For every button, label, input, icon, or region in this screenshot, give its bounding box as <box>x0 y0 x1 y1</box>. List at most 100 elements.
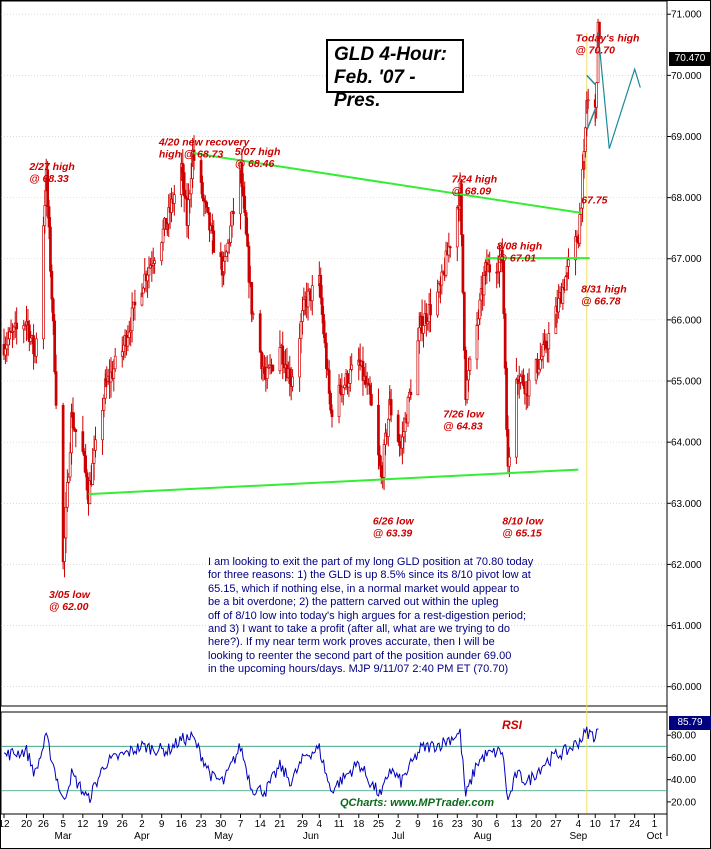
price-annotation: @ 63.39 <box>373 528 413 540</box>
price-annotation: 8/31 high <box>581 283 627 295</box>
price-bar-body <box>229 225 232 243</box>
rsi-tick-label: 40.00 <box>671 775 696 786</box>
pattern-line <box>586 74 596 86</box>
price-bar-body <box>206 207 210 214</box>
price-annotation: @ 68.33 <box>29 173 69 185</box>
price-bar-body <box>402 431 406 438</box>
price-bar-body <box>212 230 216 253</box>
x-tick-label: 24 <box>629 819 641 830</box>
x-tick-label: 10 <box>590 819 602 830</box>
comment-line: looking to reenter the second part of th… <box>208 649 512 662</box>
x-tick-label: 23 <box>452 819 464 830</box>
price-bar-body <box>64 506 68 539</box>
price-bar-body <box>322 314 325 335</box>
price-bar-body <box>201 182 204 199</box>
price-tick-label: 70.000 <box>671 71 702 82</box>
x-tick-label: 4 <box>317 819 323 830</box>
price-tick-label: 64.000 <box>671 438 702 449</box>
rsi-tick-label: 20.00 <box>671 797 696 808</box>
price-bar-body <box>567 259 570 267</box>
price-annotation: 67.75 <box>581 195 607 207</box>
price-bar-body <box>575 236 579 243</box>
price-bar-body <box>578 213 582 244</box>
price-bar-body <box>401 436 404 449</box>
price-bar-body <box>302 299 306 311</box>
price-bar-body <box>112 368 116 379</box>
price-bar-body <box>223 256 227 262</box>
price-bar-body <box>6 338 10 346</box>
price-bar-body <box>444 250 448 276</box>
x-tick-label: 17 <box>609 819 621 830</box>
price-bar-body <box>8 331 11 340</box>
price-bar-body <box>406 396 410 424</box>
price-bar-body <box>35 338 38 357</box>
price-bar-body <box>505 367 508 430</box>
price-bar-body <box>325 342 328 370</box>
price-bar-body <box>403 418 407 432</box>
price-tick-label: 62.000 <box>671 560 702 571</box>
price-bar-body <box>91 462 95 485</box>
price-bar-body <box>205 201 209 208</box>
price-bar-body <box>187 199 190 226</box>
chart-title-box: GLD 4-Hour: Feb. '07 -Pres. <box>326 39 464 111</box>
x-tick-label: 11 <box>334 819 345 830</box>
price-bar-body <box>522 374 525 386</box>
price-bar-body <box>468 358 472 371</box>
price-bar-body <box>68 452 72 478</box>
price-bar-body <box>133 301 137 306</box>
price-bar-body <box>50 270 54 300</box>
price-bar-body <box>527 379 531 397</box>
price-bar-body <box>160 242 164 262</box>
price-annotation: Today's high <box>576 33 640 45</box>
x-month-label: May <box>214 831 233 842</box>
price-bar-body <box>126 337 130 347</box>
price-bar-body <box>581 168 584 209</box>
price-bar-body <box>519 375 522 383</box>
x-tick-label: 12 <box>0 819 10 830</box>
price-bar-body <box>199 160 203 183</box>
x-tick-label: 6 <box>494 819 500 830</box>
x-tick-label: 13 <box>511 819 523 830</box>
x-tick-label: 26 <box>117 819 129 830</box>
price-bar-body <box>288 368 292 384</box>
price-annotation: 2/27 high <box>28 161 75 173</box>
price-bar-body <box>92 449 96 464</box>
price-annotation: @ 66.78 <box>581 295 621 307</box>
price-bar-body <box>396 414 400 442</box>
pattern-line <box>586 108 596 131</box>
price-bar-body <box>382 444 386 478</box>
rsi-tick-label: 80.00 <box>671 731 696 742</box>
price-annotation: high @ 68.73 <box>159 149 224 161</box>
last-price-badge: 70.470 <box>669 52 711 66</box>
x-tick-label: 16 <box>432 819 444 830</box>
price-annotation: 8/10 low <box>502 516 544 528</box>
x-tick-label: 20 <box>21 819 33 830</box>
price-bar-body <box>310 285 314 302</box>
x-month-label: Aug <box>474 831 492 842</box>
price-annotation: 4/20 new recovery <box>158 137 251 149</box>
price-bar-body <box>515 379 518 458</box>
price-annotation: @ 64.83 <box>443 421 483 433</box>
price-bar-body <box>161 228 165 244</box>
price-bar-body <box>26 321 30 326</box>
price-bar-body <box>416 340 420 396</box>
price-bar-body <box>536 359 539 374</box>
price-bar-body <box>49 226 52 272</box>
x-tick-label: 4 <box>576 819 582 830</box>
price-bar-body <box>323 333 327 344</box>
x-tick-label: 14 <box>255 819 267 830</box>
x-tick-label: 9 <box>159 819 165 830</box>
price-bar-body <box>73 427 76 430</box>
x-tick-label: 9 <box>415 819 421 830</box>
price-bar-body <box>460 183 463 235</box>
price-bar-body <box>63 537 66 562</box>
price-bar-body <box>455 207 459 248</box>
price-bar-body <box>508 456 511 467</box>
price-bar-body <box>544 340 548 349</box>
x-month-label: Oct <box>647 831 663 842</box>
price-bar-body <box>561 287 565 304</box>
price-bar-body <box>598 21 601 39</box>
x-month-label: Sep <box>569 831 587 842</box>
price-bar-body <box>462 292 466 351</box>
price-bar-body <box>464 350 468 400</box>
